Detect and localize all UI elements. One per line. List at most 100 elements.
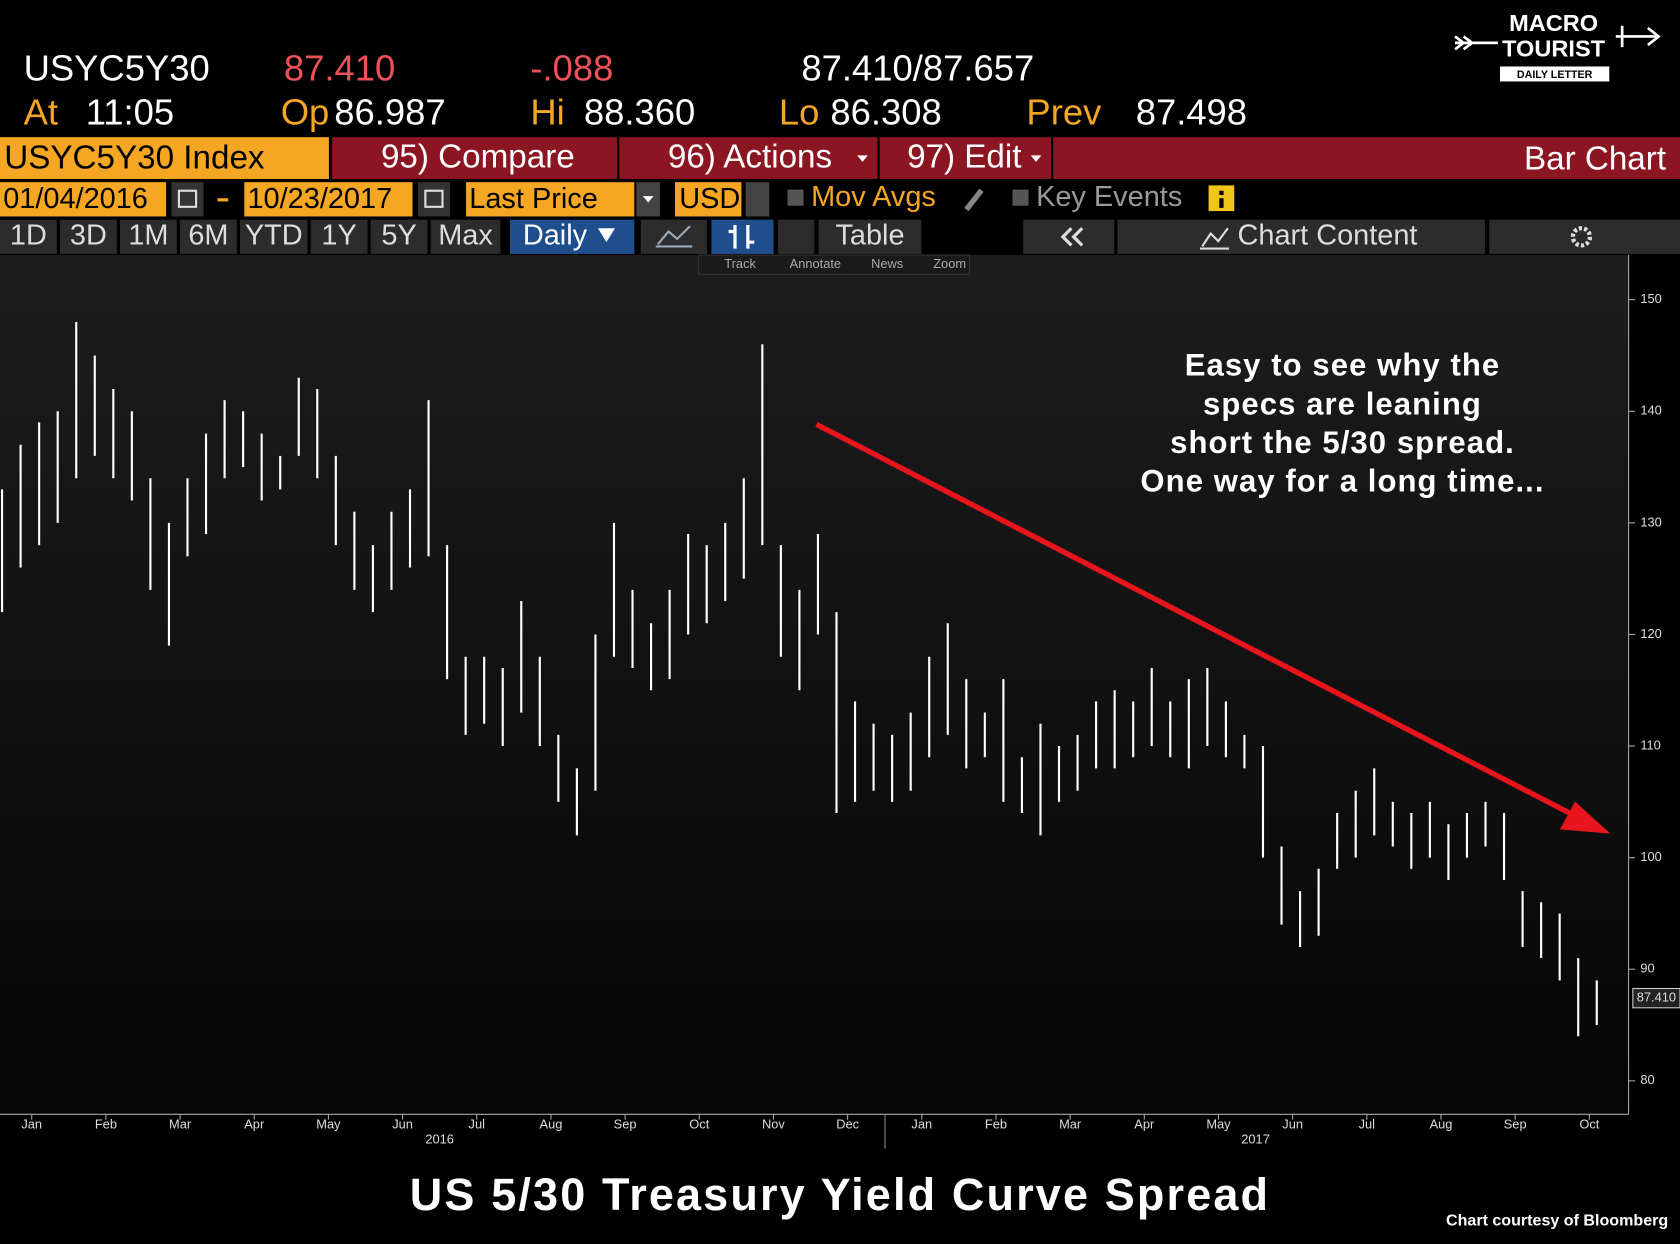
x-tick-label: Jul: [469, 1116, 485, 1131]
dropdown-button[interactable]: [745, 182, 770, 217]
time-label: At: [24, 91, 58, 132]
period-label[interactable]: 6M: [188, 219, 228, 251]
y-tick-label: 130: [1640, 514, 1661, 529]
period-button[interactable]: [430, 219, 501, 254]
info-glyph: [1219, 198, 1224, 208]
time: 11:05: [86, 91, 174, 132]
x-tick-label: Aug: [540, 1116, 563, 1131]
period-button[interactable]: [0, 219, 57, 254]
calendar-button[interactable]: [171, 182, 204, 217]
period-button[interactable]: [60, 219, 117, 254]
x-tick-label: Mar: [169, 1116, 192, 1131]
change: -.088: [530, 47, 613, 88]
x-tick-label: Dec: [836, 1116, 859, 1131]
period-button[interactable]: [310, 219, 368, 254]
x-tick-label: Apr: [1134, 1116, 1155, 1131]
end-date[interactable]: 10/23/2017: [247, 183, 392, 215]
key-events[interactable]: Key Events: [1036, 181, 1182, 213]
period-label[interactable]: 1M: [128, 219, 168, 251]
period-label[interactable]: 5Y: [381, 219, 416, 251]
period-label[interactable]: 1D: [10, 219, 47, 251]
plot-area: [0, 255, 1629, 1115]
x-tick-label: Oct: [689, 1116, 709, 1131]
x-tick-label: Apr: [244, 1116, 265, 1131]
start-date[interactable]: 01/04/2016: [3, 183, 148, 215]
x-tick-label: Oct: [1579, 1116, 1599, 1131]
calendar-icon: [177, 189, 198, 208]
table[interactable]: Table: [835, 219, 904, 251]
mov-avgs[interactable]: Mov Avgs: [811, 181, 936, 213]
tools-bar: [698, 254, 971, 275]
date-box[interactable]: [0, 182, 167, 217]
y-tick-label: 140: [1640, 403, 1661, 418]
x-tick-label: Feb: [95, 1116, 117, 1131]
low-label: Lo: [779, 91, 819, 132]
frequency[interactable]: Daily: [523, 219, 588, 251]
line-icon: [655, 225, 693, 248]
x-tick-label: Jul: [1359, 1116, 1375, 1131]
period-label[interactable]: 1Y: [321, 219, 356, 251]
logo: MACRO TOURIST DAILY LETTER: [1454, 10, 1661, 82]
edit[interactable]: 97) Edit: [907, 138, 1021, 175]
field[interactable]: Last Price: [469, 183, 598, 215]
period-button[interactable]: [180, 219, 237, 254]
gear-icon: [1570, 226, 1593, 248]
bar-icon: [728, 225, 755, 249]
y-tick-label: 90: [1640, 961, 1654, 976]
dropdown-button[interactable]: [777, 219, 815, 254]
period-label[interactable]: YTD: [245, 219, 303, 251]
period-bar: 1D 3D 1M 6M YTD 1Y 5Y Max: [0, 219, 501, 254]
x-tick-label: Jan: [21, 1116, 42, 1131]
tool-label[interactable]: Track: [724, 256, 756, 271]
y-tick-label: 80: [1640, 1072, 1654, 1087]
y-tick-label: 120: [1640, 626, 1661, 641]
security-box[interactable]: [0, 137, 329, 179]
currency[interactable]: USD: [679, 183, 740, 215]
field-box[interactable]: [466, 182, 635, 217]
annotation-line: Easy to see why the: [1185, 348, 1501, 383]
period-label[interactable]: Max: [438, 219, 493, 251]
pencil-icon[interactable]: [964, 188, 984, 212]
date-box[interactable]: [244, 182, 413, 217]
function-bar: [332, 137, 1680, 179]
tool-label[interactable]: Zoom: [933, 256, 966, 271]
compare[interactable]: 95) Compare: [381, 138, 575, 175]
bid-ask: 87.410/87.657: [801, 47, 1034, 88]
x-tick-label: Jun: [392, 1116, 413, 1131]
high-label: Hi: [530, 91, 564, 132]
calendar-icon: [424, 189, 444, 208]
period-button[interactable]: [370, 219, 428, 254]
high: 88.360: [584, 91, 695, 132]
checkbox[interactable]: [1012, 189, 1029, 206]
y-tick-label: 150: [1640, 291, 1661, 306]
prev: 87.498: [1136, 91, 1247, 132]
bar-button[interactable]: [711, 219, 774, 254]
x-tick-label: May: [316, 1116, 341, 1131]
calendar-button[interactable]: [417, 182, 450, 217]
last-price-label: 87.410: [1637, 990, 1676, 1005]
collapse-button[interactable]: [1023, 219, 1115, 254]
tools: Track Annotate News Zoom: [724, 256, 966, 271]
security[interactable]: USYC5Y30 Index: [4, 139, 265, 176]
credit: Chart courtesy of Bloomberg: [1446, 1212, 1668, 1230]
annotation-line: One way for a long time...: [1140, 463, 1544, 498]
actions[interactable]: 96) Actions: [668, 138, 832, 175]
arrow: [815, 421, 1582, 821]
x-tick-label: Jan: [911, 1116, 932, 1131]
settings-button[interactable]: [1489, 219, 1680, 254]
chart-content-button[interactable]: [1117, 219, 1486, 254]
period-button[interactable]: [240, 219, 308, 254]
currency-box[interactable]: [675, 182, 742, 217]
chart-type[interactable]: Bar Chart: [1524, 141, 1666, 178]
chart-content[interactable]: Chart Content: [1238, 219, 1418, 251]
tool-label[interactable]: Annotate: [790, 256, 841, 271]
frequency-box[interactable]: [510, 219, 635, 254]
table-button[interactable]: [818, 219, 922, 254]
checkbox[interactable]: [787, 189, 804, 206]
annotation-line: specs are leaning: [1203, 386, 1482, 421]
ticker: USYC5Y30: [24, 47, 210, 88]
tool-label[interactable]: News: [871, 256, 903, 271]
open: 86.987: [334, 91, 445, 132]
period-label[interactable]: 3D: [70, 219, 107, 251]
period-button[interactable]: [120, 219, 177, 254]
